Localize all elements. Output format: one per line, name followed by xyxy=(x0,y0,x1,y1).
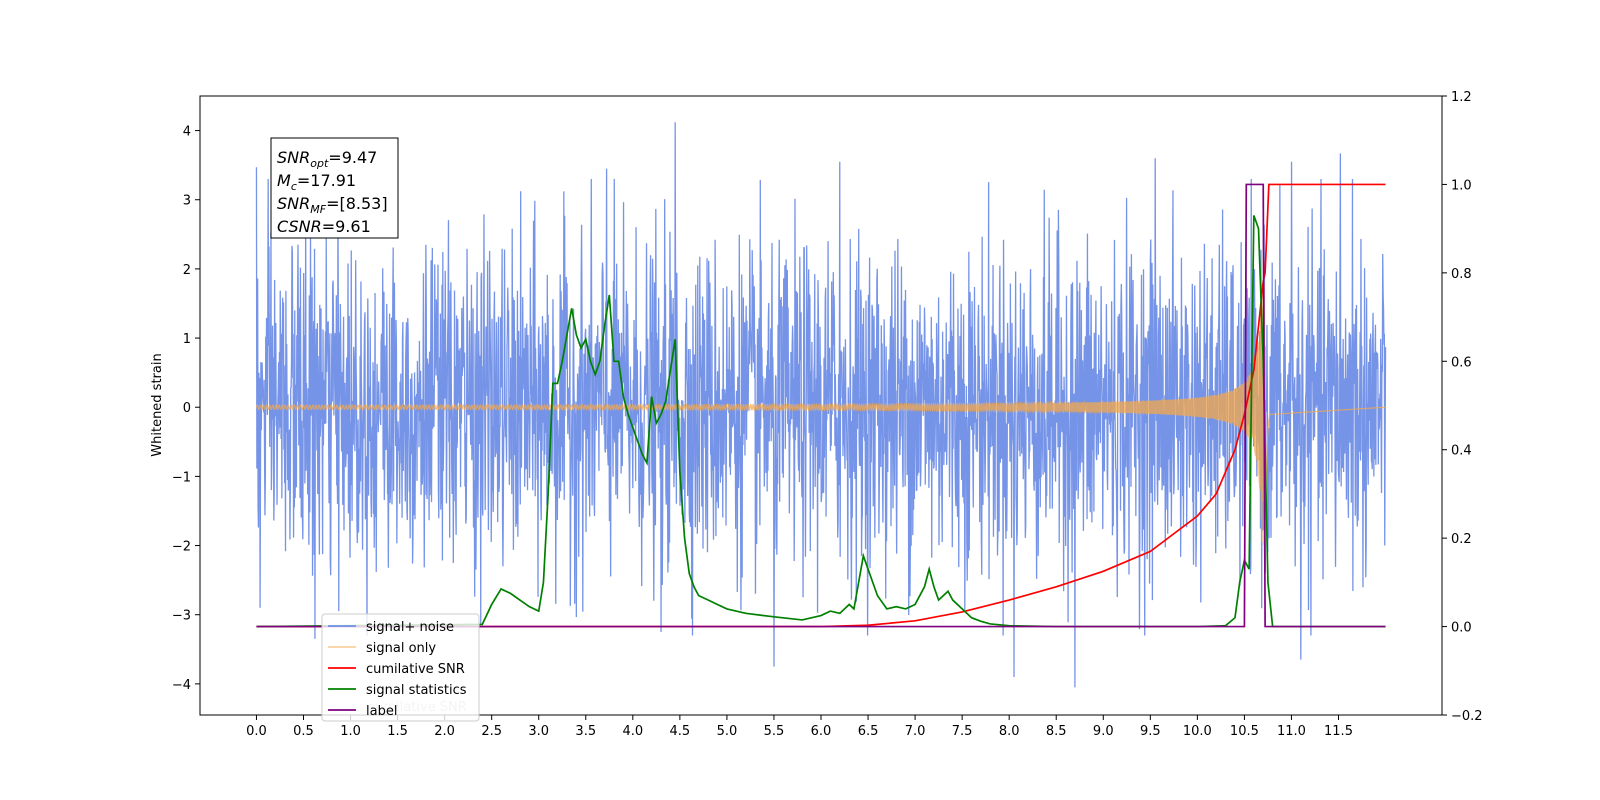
legend-entry-label: signal statistics xyxy=(366,683,467,698)
y-tick-label: −3 xyxy=(172,609,191,624)
info-symbol: CSNR xyxy=(277,217,322,236)
y-tick-label: −1 xyxy=(172,470,191,485)
x-tick-label: 9.0 xyxy=(1093,724,1114,739)
y2-tick-label: 1.0 xyxy=(1451,178,1472,193)
x-tick-label: 0.0 xyxy=(246,724,267,739)
y2-tick-label: −0.2 xyxy=(1451,709,1483,724)
series-label xyxy=(256,183,1386,628)
x-tick-label: 11.5 xyxy=(1324,724,1353,739)
y-axis-right: −0.2 0.0 0.2 0.4 0.6 0.8 1.0 1.2 xyxy=(1442,90,1483,724)
info-subscript: MF xyxy=(310,203,326,216)
y2-tick-label: 0.0 xyxy=(1451,621,1472,636)
x-tick-label: 1.5 xyxy=(387,724,408,739)
series-cumulative-snr xyxy=(256,183,1386,628)
y-axis-label: Whitened strain xyxy=(150,353,165,456)
x-tick-label: 11.0 xyxy=(1277,724,1306,739)
legend-entry-label: cumilative SNR xyxy=(366,662,465,677)
x-tick-label: 8.5 xyxy=(1046,724,1067,739)
info-value: =[8.53] xyxy=(326,194,388,213)
info-subscript: c xyxy=(291,180,297,193)
x-tick-label: 3.5 xyxy=(575,724,596,739)
x-tick-label: 7.0 xyxy=(905,724,926,739)
x-tick-label: 2.0 xyxy=(434,724,455,739)
info-line: CSNR=9.61 xyxy=(277,217,371,236)
info-symbol: SNR xyxy=(277,148,310,167)
y2-tick-label: 0.8 xyxy=(1451,267,1472,282)
x-tick-label: 5.0 xyxy=(717,724,738,739)
info-value: =9.61 xyxy=(322,217,371,236)
series-layer xyxy=(255,122,1387,688)
x-tick-label: 6.5 xyxy=(858,724,879,739)
info-line: Mc=17.91 xyxy=(277,171,356,193)
y-tick-label: 4 xyxy=(183,125,191,140)
x-tick-label: 6.0 xyxy=(811,724,832,739)
y-tick-label: 2 xyxy=(183,263,191,278)
y2-tick-label: 0.2 xyxy=(1451,532,1472,547)
x-tick-label: 0.5 xyxy=(293,724,314,739)
info-subscript: opt xyxy=(310,157,329,170)
x-axis: 0.0 0.5 1.0 1.5 2.0 2.5 3.0 3.5 4.0 4.5 5.0 5.5 6.0 6… xyxy=(246,715,1353,739)
legend-entry-label: label xyxy=(366,704,397,719)
x-tick-label: 5.5 xyxy=(764,724,785,739)
info-box-frame xyxy=(270,137,399,239)
x-tick-label: 2.5 xyxy=(481,724,502,739)
series-signal-noise xyxy=(255,122,1387,688)
x-tick-label: 4.0 xyxy=(622,724,643,739)
series-signal-only xyxy=(255,283,1386,553)
y-tick-label: −2 xyxy=(172,540,191,555)
x-tick-label: 10.5 xyxy=(1230,724,1259,739)
legend-entry-label: signal only xyxy=(366,641,436,656)
info-symbol: SNR xyxy=(277,194,310,213)
y2-tick-label: 1.2 xyxy=(1451,90,1472,105)
x-tick-label: 10.0 xyxy=(1183,724,1212,739)
info-symbol: M xyxy=(277,171,291,190)
x-tick-label: 3.0 xyxy=(528,724,549,739)
y-tick-label: 3 xyxy=(183,194,191,209)
x-tick-label: 4.5 xyxy=(670,724,691,739)
x-tick-label: 1.0 xyxy=(340,724,361,739)
info-value: =9.47 xyxy=(328,148,377,167)
y2-tick-label: 0.4 xyxy=(1451,444,1472,459)
x-tick-label: 9.5 xyxy=(1140,724,1161,739)
x-tick-label: 7.5 xyxy=(952,724,973,739)
y-tick-label: −4 xyxy=(172,678,191,693)
y-tick-label: 0 xyxy=(183,401,191,416)
info-line: SNRopt=9.47 xyxy=(277,148,377,170)
y-tick-label: 1 xyxy=(183,332,191,347)
y2-tick-label: 0.6 xyxy=(1451,355,1472,370)
x-tick-label: 8.0 xyxy=(999,724,1020,739)
info-value: =17.91 xyxy=(297,171,356,190)
legend-frame xyxy=(321,613,480,722)
info-line: SNRMF=[8.53] xyxy=(277,194,388,216)
legend-entry-label: signal+ noise xyxy=(366,620,454,635)
y-axis-left: −4 −3 −2 −1 0 1 2 3 4 xyxy=(172,125,200,693)
